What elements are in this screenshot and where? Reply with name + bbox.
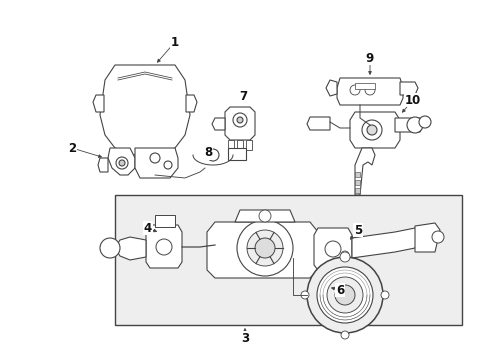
Circle shape xyxy=(339,252,349,262)
Polygon shape xyxy=(115,237,146,260)
Circle shape xyxy=(237,220,292,276)
Circle shape xyxy=(156,239,172,255)
Polygon shape xyxy=(313,228,351,270)
Circle shape xyxy=(100,238,120,258)
Polygon shape xyxy=(306,117,329,130)
Circle shape xyxy=(418,116,430,128)
Circle shape xyxy=(316,267,372,323)
Polygon shape xyxy=(135,148,178,178)
Bar xyxy=(227,140,234,150)
Circle shape xyxy=(259,210,270,222)
Polygon shape xyxy=(100,65,190,155)
Polygon shape xyxy=(354,148,374,195)
Polygon shape xyxy=(108,148,135,175)
Text: 9: 9 xyxy=(365,51,373,64)
Circle shape xyxy=(325,241,340,257)
Bar xyxy=(245,140,251,150)
Circle shape xyxy=(340,331,348,339)
Text: 6: 6 xyxy=(335,284,344,297)
Bar xyxy=(354,180,359,185)
Polygon shape xyxy=(212,118,224,130)
Polygon shape xyxy=(414,223,439,252)
Polygon shape xyxy=(98,158,108,172)
Polygon shape xyxy=(224,107,254,140)
Circle shape xyxy=(301,291,308,299)
Circle shape xyxy=(306,257,382,333)
Circle shape xyxy=(361,120,381,140)
Polygon shape xyxy=(93,95,104,112)
Bar xyxy=(354,172,359,177)
Circle shape xyxy=(206,149,219,161)
Circle shape xyxy=(246,230,283,266)
Circle shape xyxy=(406,117,422,133)
Bar xyxy=(354,188,359,193)
Text: 2: 2 xyxy=(68,141,76,154)
Polygon shape xyxy=(235,210,294,222)
Polygon shape xyxy=(336,78,402,105)
Circle shape xyxy=(116,157,128,169)
Bar xyxy=(237,140,243,150)
Polygon shape xyxy=(349,112,399,148)
Circle shape xyxy=(163,161,172,169)
Circle shape xyxy=(232,113,246,127)
Circle shape xyxy=(349,85,359,95)
Circle shape xyxy=(380,291,388,299)
Bar xyxy=(115,195,461,325)
Polygon shape xyxy=(394,118,422,132)
Circle shape xyxy=(254,238,274,258)
Polygon shape xyxy=(185,95,197,112)
Bar xyxy=(227,148,245,160)
Polygon shape xyxy=(351,228,419,258)
Circle shape xyxy=(119,160,125,166)
Polygon shape xyxy=(399,82,417,95)
Polygon shape xyxy=(206,222,317,278)
Polygon shape xyxy=(146,225,182,268)
Circle shape xyxy=(431,231,443,243)
Text: 5: 5 xyxy=(353,224,362,237)
Circle shape xyxy=(334,285,354,305)
Circle shape xyxy=(340,251,348,259)
Text: 8: 8 xyxy=(203,147,212,159)
Bar xyxy=(155,215,175,227)
Circle shape xyxy=(326,277,362,313)
Text: 10: 10 xyxy=(404,94,420,107)
Text: 1: 1 xyxy=(171,36,179,49)
Text: 4: 4 xyxy=(143,221,152,234)
Bar xyxy=(354,83,374,89)
Circle shape xyxy=(237,117,243,123)
Circle shape xyxy=(150,153,160,163)
Polygon shape xyxy=(325,80,336,96)
Text: 7: 7 xyxy=(239,90,246,104)
Circle shape xyxy=(366,125,376,135)
Circle shape xyxy=(364,85,374,95)
Text: 3: 3 xyxy=(241,332,248,345)
